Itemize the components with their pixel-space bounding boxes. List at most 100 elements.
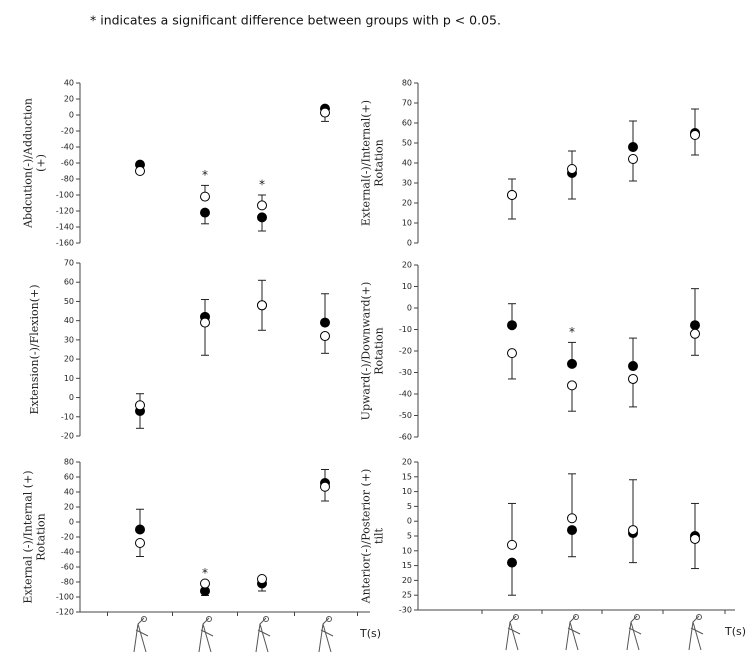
- y-tick-label: -160: [56, 239, 74, 248]
- open-point: [135, 166, 145, 176]
- y-axis-label: Rotation: [373, 139, 386, 187]
- y-tick-label: 20: [64, 503, 74, 512]
- open-point: [567, 164, 577, 174]
- pose-head: [141, 616, 147, 622]
- open-point: [320, 331, 330, 342]
- x-axis-label: T(s): [359, 627, 381, 640]
- open-point: [690, 328, 700, 339]
- y-tick-label: -30: [399, 606, 412, 615]
- y-tick-label: -20: [61, 127, 74, 136]
- y-tick-label: -40: [61, 143, 74, 152]
- y-tick-label: -60: [61, 159, 74, 168]
- pose-sketch: [688, 614, 704, 651]
- y-tick-label: 10: [402, 219, 412, 228]
- y-tick-label: 0: [407, 304, 412, 313]
- y-tick-label: -10: [399, 325, 412, 334]
- pose-head: [573, 614, 579, 620]
- open-point: [320, 481, 330, 492]
- significance-mark: *: [569, 325, 575, 339]
- pose-line: [198, 617, 214, 653]
- pose-sketch: [133, 616, 149, 653]
- open-point: [200, 578, 210, 589]
- pose-sketch: [255, 616, 271, 653]
- y-tick-label: 40: [402, 159, 412, 168]
- open-point: [200, 191, 210, 202]
- filled-point: [507, 557, 517, 568]
- filled-point: [320, 317, 330, 328]
- open-point: [507, 190, 517, 200]
- y-tick-label: 20: [402, 261, 412, 270]
- y-tick-label: 70: [402, 99, 412, 108]
- filled-point: [628, 142, 638, 152]
- y-tick-label: 25: [402, 591, 412, 600]
- y-tick-label: 40: [64, 488, 74, 497]
- open-point: [257, 200, 267, 211]
- open-point: [507, 348, 517, 359]
- y-tick-label: -40: [399, 390, 412, 399]
- open-point: [135, 400, 145, 411]
- pose-line: [688, 615, 704, 651]
- open-point: [200, 317, 210, 328]
- y-tick-label: 50: [64, 297, 74, 306]
- open-point: [690, 533, 700, 544]
- filled-point: [690, 320, 700, 331]
- y-tick-label: 60: [64, 473, 74, 482]
- open-point: [690, 130, 700, 140]
- y-tick-label: 15: [402, 561, 412, 570]
- y-tick-label: 10: [402, 487, 412, 496]
- y-tick-label: 30: [402, 179, 412, 188]
- y-tick-label: 0: [69, 111, 74, 120]
- filled-point: [628, 361, 638, 372]
- filled-point: [567, 525, 577, 536]
- y-axis-label: Extension(-)/Flexion(+): [28, 284, 41, 414]
- pose-head: [206, 616, 212, 622]
- y-tick-label: 40: [64, 79, 74, 88]
- open-point: [567, 380, 577, 391]
- y-tick-label: 30: [64, 335, 74, 344]
- y-tick-label: 20: [402, 458, 412, 467]
- y-tick-label: -120: [56, 608, 74, 617]
- y-tick-label: -20: [61, 432, 74, 441]
- y-tick-label: -60: [61, 563, 74, 572]
- filled-point: [567, 358, 577, 369]
- y-tick-label: -30: [399, 368, 412, 377]
- y-tick-label: -20: [399, 347, 412, 356]
- y-tick-label: 40: [64, 316, 74, 325]
- y-tick-label: 50: [402, 139, 412, 148]
- y-tick-label: -40: [61, 548, 74, 557]
- y-axis-label: tilt: [373, 527, 386, 543]
- y-tick-label: 10: [402, 282, 412, 291]
- y-tick-label: -100: [56, 191, 74, 200]
- pose-head: [326, 616, 332, 622]
- pose-head: [634, 614, 640, 620]
- significance-mark: *: [259, 178, 265, 192]
- open-point: [507, 539, 517, 550]
- note: * indicates a significant difference bet…: [90, 13, 501, 28]
- pose-line: [565, 615, 581, 651]
- y-tick-label: -60: [399, 433, 412, 442]
- y-axis-label: External (-)/Internal (+): [22, 470, 35, 603]
- pose-line: [505, 615, 521, 651]
- y-axis-label: (+): [35, 154, 48, 172]
- y-tick-label: 10: [64, 374, 74, 383]
- pose-line: [626, 615, 642, 651]
- y-tick-label: 5: [407, 502, 412, 511]
- y-tick-label: 20: [64, 355, 74, 364]
- pose-head: [696, 614, 702, 620]
- pose-sketch: [318, 616, 334, 653]
- pose-sketch: [565, 614, 581, 651]
- pose-sketch: [626, 614, 642, 651]
- y-axis-label: Anterior(-)/Posterior (+): [360, 469, 373, 605]
- y-tick-label: -140: [56, 223, 74, 232]
- y-tick-label: -50: [399, 411, 412, 420]
- y-axis-label: Abdcution(-)/Adduction: [22, 98, 35, 229]
- open-point: [628, 525, 638, 536]
- y-tick-label: 60: [402, 119, 412, 128]
- y-tick-label: -80: [61, 175, 74, 184]
- open-point: [628, 154, 638, 164]
- y-tick-label: 20: [64, 95, 74, 104]
- open-point: [257, 300, 267, 311]
- y-tick-label: 80: [402, 79, 412, 88]
